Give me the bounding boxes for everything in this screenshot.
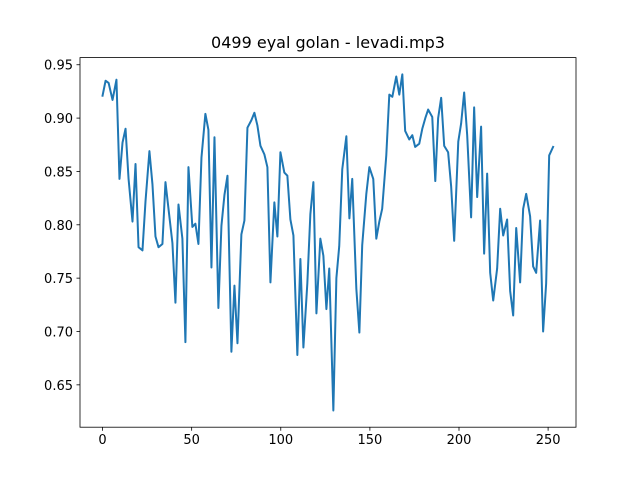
y-tick-label: 0.95: [44, 59, 73, 74]
y-tick-label: 0.70: [44, 325, 73, 340]
y-tick-label: 0.65: [44, 379, 73, 394]
x-tick-label: 200: [447, 433, 472, 448]
plot-frame: [79, 57, 577, 428]
x-tick-label: 0: [98, 433, 106, 448]
y-tick-label: 0.75: [44, 272, 73, 287]
y-tick-label: 0.85: [44, 165, 73, 180]
data-line: [101, 73, 555, 412]
y-tick-label: 0.90: [44, 112, 73, 127]
x-tick-label: 250: [536, 433, 561, 448]
x-tick-label: 150: [357, 433, 382, 448]
chart-title: 0499 eyal golan - levadi.mp3: [211, 33, 445, 52]
y-tick-label: 0.80: [44, 219, 73, 234]
x-tick-label: 50: [183, 433, 200, 448]
x-tick-label: 100: [268, 433, 293, 448]
